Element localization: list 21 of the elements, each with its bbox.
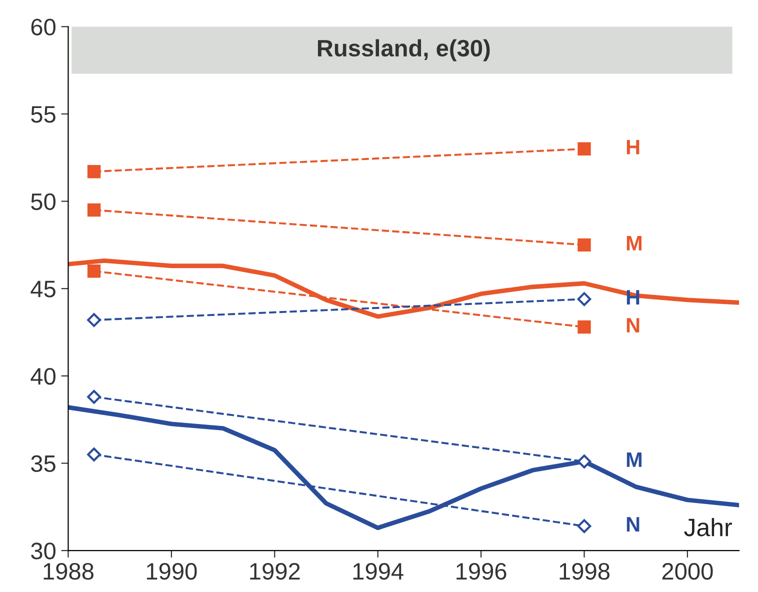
text: M	[626, 452, 642, 467]
x-axis-title: Jahr	[684, 518, 732, 536]
series-label: N	[626, 517, 640, 532]
y-tick-label: 35	[31, 455, 56, 472]
y-tick-label: 50	[31, 193, 56, 210]
series-label: M	[626, 236, 642, 250]
y-tick-label: 55	[31, 106, 56, 123]
x-tick-label: 1988	[44, 562, 94, 580]
x-tick-label: 1990	[146, 562, 197, 580]
x-tick-label: 1996	[456, 562, 506, 580]
y-tick-label: 40	[30, 368, 56, 385]
y-tick-label: 30	[31, 542, 56, 560]
y-tick-label: 45	[30, 280, 56, 298]
x-tick-label: 1992	[250, 562, 300, 580]
y-tick-label: 60	[31, 18, 56, 36]
chart-title: Russland, e(30)	[318, 39, 490, 62]
series-label: N	[626, 318, 640, 332]
x-tick-label: 1994	[353, 562, 404, 580]
x-tick-label: 2000	[662, 562, 713, 580]
x-tick-label: 1998	[560, 562, 610, 580]
series-label: H	[626, 140, 640, 154]
